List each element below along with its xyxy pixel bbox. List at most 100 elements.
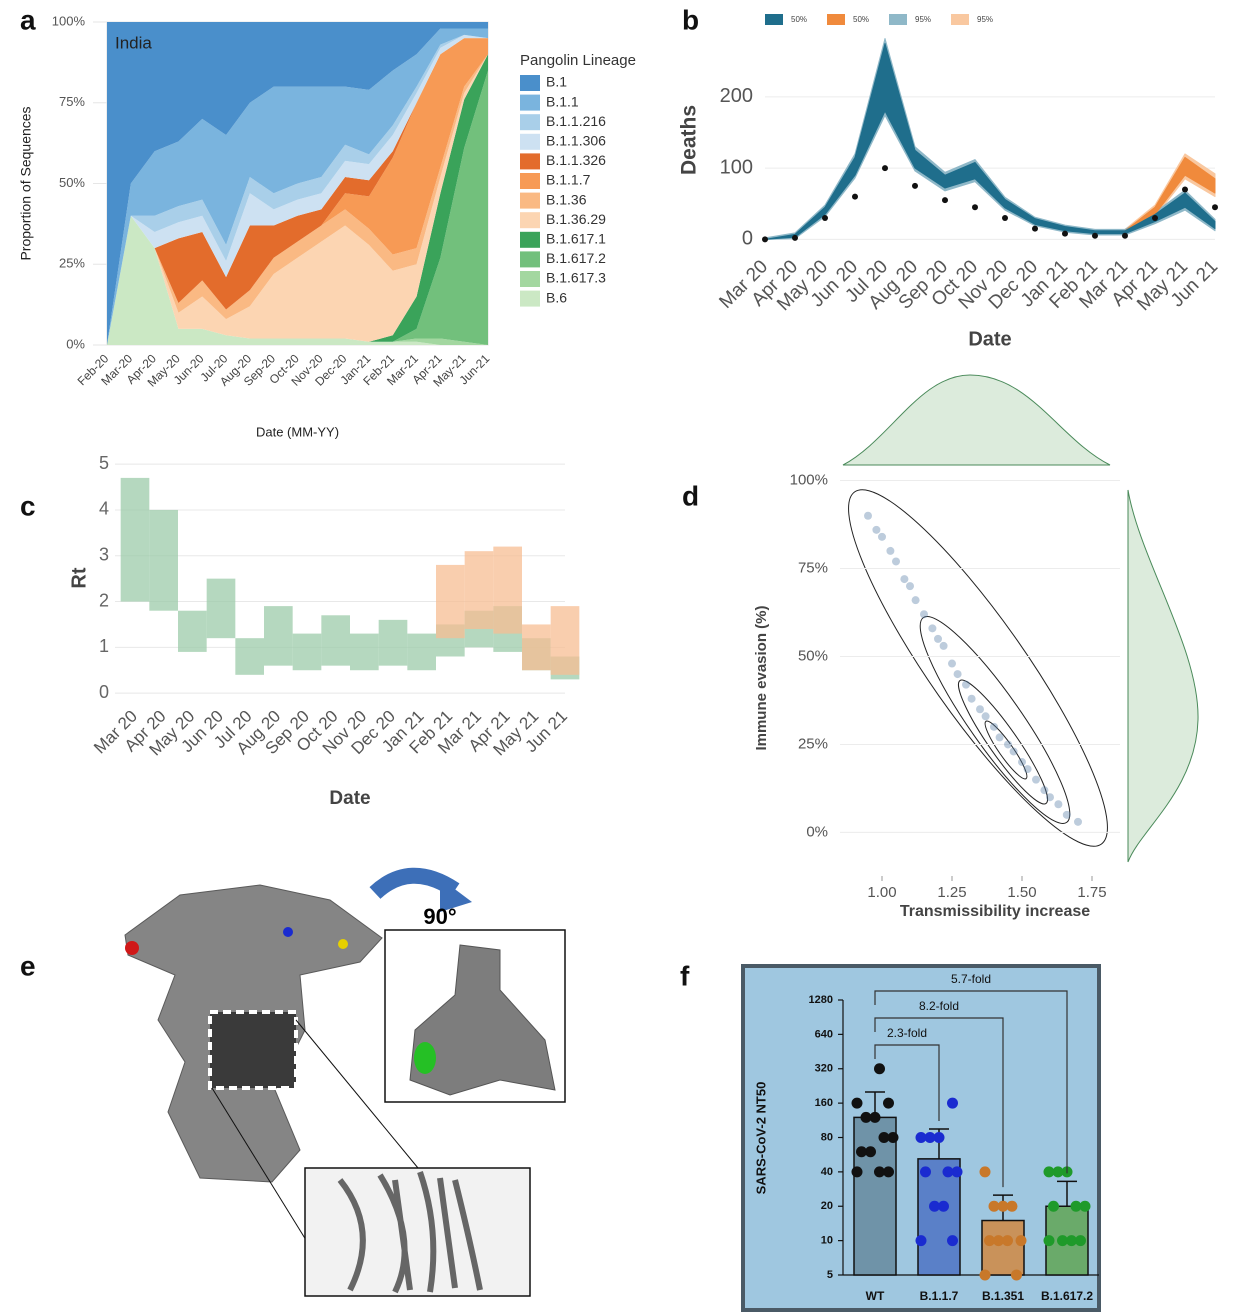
observed-point	[1092, 233, 1098, 239]
legend-label: B.1.617.1	[546, 231, 606, 247]
panel-label: b	[682, 4, 699, 35]
y-tick-label: 5	[99, 453, 109, 473]
comparison-label: 2.3-fold	[887, 1026, 927, 1040]
sample-point	[906, 582, 914, 590]
legend-swatch	[520, 114, 540, 130]
site-blue	[283, 927, 293, 937]
legend-label: 50%	[853, 15, 869, 24]
axis-title: Deaths	[678, 105, 701, 175]
rt-interval	[350, 634, 379, 671]
data-point	[1044, 1166, 1055, 1177]
legend-swatch	[520, 251, 540, 267]
site-green	[414, 1042, 436, 1074]
rt-interval	[321, 615, 350, 665]
panel-label: e	[20, 950, 36, 981]
credible-band	[765, 43, 1215, 239]
axis-title: Date	[329, 788, 370, 809]
y-tick-label: 10	[821, 1235, 833, 1247]
y-tick-label: 75%	[59, 94, 85, 109]
data-point	[874, 1063, 885, 1074]
axis-title: Date	[968, 328, 1011, 350]
data-point	[1048, 1201, 1059, 1212]
sample-point	[912, 596, 920, 604]
data-point	[943, 1166, 954, 1177]
sample-point	[1040, 786, 1048, 794]
data-point	[861, 1112, 872, 1123]
x-tick-label: 1.50	[1007, 884, 1036, 901]
x-tick-label: B.1.617.2	[1041, 1289, 1093, 1303]
observed-point	[762, 236, 768, 242]
legend-swatch	[951, 14, 969, 25]
inset-zoom	[305, 1168, 530, 1296]
sample-point	[954, 670, 962, 678]
axis-title: SARS-CoV-2 NT50	[753, 1082, 768, 1195]
rt-interval	[379, 620, 408, 666]
highlight-box	[210, 1012, 296, 1088]
sample-point	[968, 695, 976, 703]
legend-swatch	[520, 95, 540, 111]
right-density	[1128, 490, 1198, 862]
y-tick-label: 100%	[52, 13, 86, 28]
legend-title: Pangolin Lineage	[520, 52, 636, 69]
observed-point	[1212, 204, 1218, 210]
legend-label: B.1	[546, 74, 567, 90]
y-tick-label: 0%	[66, 336, 85, 351]
rt-interval	[207, 579, 236, 639]
sample-point	[1054, 800, 1062, 808]
panel-label: d	[682, 480, 699, 511]
panel-label: a	[20, 4, 36, 35]
legend-swatch	[520, 271, 540, 287]
y-tick-label: 160	[815, 1097, 833, 1109]
x-tick-label: 1.75	[1077, 884, 1106, 901]
contour	[980, 717, 1032, 782]
legend-label: B.1.617.2	[546, 250, 606, 266]
data-point	[947, 1235, 958, 1246]
observed-point	[942, 197, 948, 203]
legend-swatch	[520, 232, 540, 248]
credible-band	[1125, 157, 1215, 233]
y-tick-label: 50%	[59, 175, 85, 190]
data-point	[989, 1201, 1000, 1212]
data-point	[980, 1166, 991, 1177]
y-tick-label: 80	[821, 1131, 833, 1143]
sample-point	[962, 681, 970, 689]
legend-label: B.1.36.29	[546, 211, 606, 227]
rt-interval	[149, 510, 178, 611]
sample-point	[1063, 811, 1071, 819]
bar	[982, 1221, 1024, 1275]
legend-label: 95%	[977, 15, 993, 24]
y-tick-label: 3	[99, 544, 109, 564]
data-point	[947, 1098, 958, 1109]
sample-point	[976, 705, 984, 713]
legend-label: B.1.36	[546, 191, 587, 207]
observed-point	[1122, 233, 1128, 239]
data-point	[980, 1270, 991, 1281]
y-tick-label: 0%	[806, 823, 828, 840]
data-point	[920, 1166, 931, 1177]
y-tick-label: 2	[99, 590, 109, 610]
legend-swatch	[520, 75, 540, 91]
legend-swatch	[827, 14, 845, 25]
legend-swatch	[520, 291, 540, 307]
observed-point	[792, 235, 798, 241]
rt-interval	[293, 634, 322, 671]
data-point	[984, 1235, 995, 1246]
data-point	[916, 1132, 927, 1143]
rt-interval	[522, 624, 551, 670]
data-point	[1016, 1235, 1027, 1246]
y-tick-label: 200	[720, 85, 753, 107]
sample-point	[886, 547, 894, 555]
panel-label: f	[680, 960, 690, 991]
data-point	[916, 1235, 927, 1246]
legend-label: B.1.617.3	[546, 270, 606, 286]
y-tick-label: 100	[720, 156, 753, 178]
y-tick-label: 20	[821, 1200, 833, 1212]
sample-point	[928, 624, 936, 632]
axis-title: Date (MM-YY)	[256, 424, 339, 439]
legend-swatch	[520, 212, 540, 228]
density-contours	[815, 464, 1140, 871]
comparison-label: 8.2-fold	[919, 999, 959, 1013]
legend-label: B.1.1.326	[546, 152, 606, 168]
rt-interval	[235, 638, 264, 675]
data-point	[1071, 1201, 1082, 1212]
